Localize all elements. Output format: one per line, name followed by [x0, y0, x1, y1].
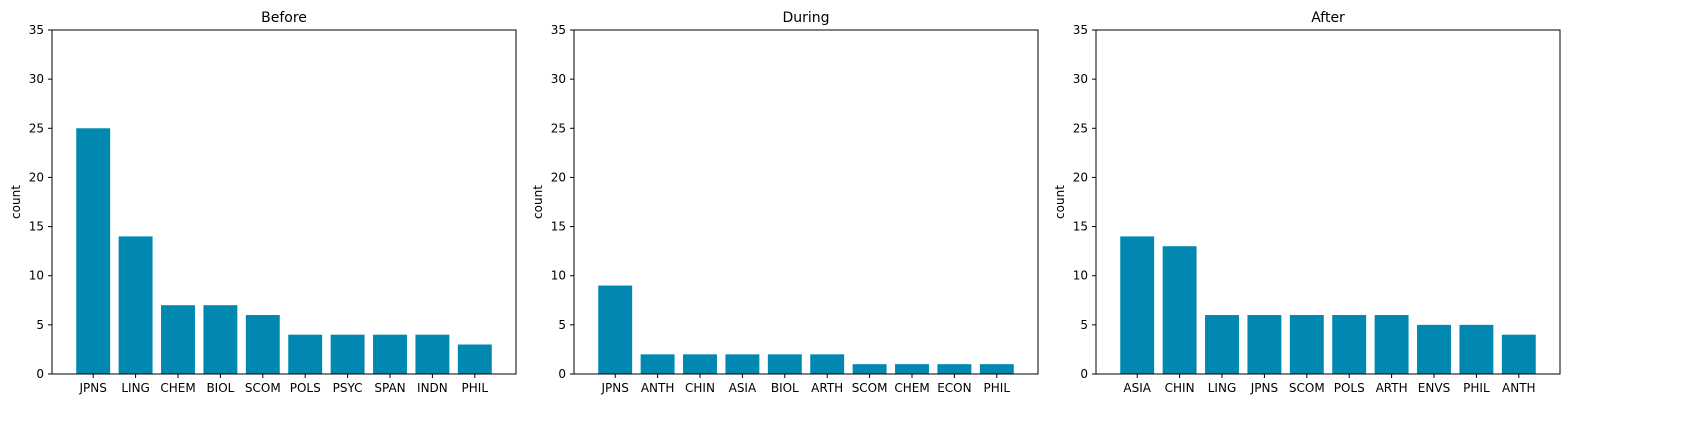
bar-ling: [1205, 315, 1239, 374]
x-tick-label: SCOM: [245, 381, 281, 395]
x-tick-label: ASIA: [1123, 381, 1151, 395]
x-tick-label: ENVS: [1418, 381, 1450, 395]
bar-arth: [1374, 315, 1409, 374]
x-tick-label: POLS: [290, 381, 321, 395]
bar-jpns: [76, 128, 111, 374]
y-tick-label: 10: [551, 269, 566, 283]
x-tick-label: PHIL: [984, 381, 1011, 395]
y-tick-label: 35: [551, 23, 566, 37]
x-tick-label: ARTH: [811, 381, 843, 395]
bar-scom: [852, 364, 887, 374]
bar-chem: [161, 305, 195, 374]
y-tick-label: 25: [551, 121, 566, 135]
bar-span: [373, 334, 407, 374]
bar-pols: [1332, 315, 1367, 374]
bar-phil: [979, 364, 1014, 374]
y-tick-label: 5: [36, 318, 44, 332]
x-tick-label: LING: [121, 381, 150, 395]
x-tick-label: BIOL: [771, 381, 799, 395]
chart-panel-after: ASIA CHIN LING JPNS SCOM POLS ARTH ENVS PHIL ANTH…: [1053, 10, 1561, 395]
bar-scom: [1289, 315, 1324, 374]
bar-chem: [895, 364, 929, 374]
bar-psyc: [330, 334, 365, 374]
x-tick-label: ASIA: [729, 381, 757, 395]
y-tick-label: 30: [1073, 72, 1088, 86]
y-tick-label: 15: [551, 220, 566, 234]
y-tick-label: 0: [36, 367, 44, 381]
x-tick-label: JPNS: [1250, 381, 1278, 395]
bar-phil: [1459, 324, 1494, 374]
y-tick-label: 30: [29, 72, 44, 86]
bar-biol: [767, 354, 802, 374]
x-tick-label: PSYC: [333, 381, 363, 395]
bar-anth: [1501, 334, 1536, 374]
panel-title: After: [1311, 10, 1345, 26]
x-tick-label: PHIL: [462, 381, 489, 395]
bar-chin: [1162, 246, 1197, 374]
x-tick-label: CHIN: [685, 381, 715, 395]
y-tick-label: 35: [29, 23, 44, 37]
x-tick-label: ECON: [937, 381, 971, 395]
y-tick-label: 5: [558, 318, 566, 332]
y-tick-label: 0: [1080, 367, 1088, 381]
x-tick-label: SCOM: [1289, 381, 1325, 395]
bar-biol: [203, 305, 238, 374]
y-tick-label: 20: [551, 170, 566, 184]
y-tick-label: 20: [1073, 170, 1088, 184]
y-tick-label: 10: [1073, 269, 1088, 283]
x-tick-label: INDN: [417, 381, 448, 395]
panel-title: Before: [261, 10, 307, 26]
x-tick-label: PHIL: [1463, 381, 1490, 395]
bar-envs: [1417, 324, 1451, 374]
x-tick-label: LING: [1208, 381, 1237, 395]
bar-anth: [640, 354, 675, 374]
x-tick-label: CHEM: [160, 381, 195, 395]
y-tick-label: 0: [558, 367, 566, 381]
x-tick-label: JPNS: [601, 381, 629, 395]
bar-pols: [288, 334, 323, 374]
x-tick-label: CHIN: [1165, 381, 1195, 395]
x-tick-label: BIOL: [206, 381, 234, 395]
y-axis-title: count: [531, 185, 545, 219]
bar-ling: [118, 236, 153, 374]
y-tick-label: 10: [29, 269, 44, 283]
bar-scom: [245, 315, 280, 374]
bar-asia: [725, 354, 760, 374]
y-tick-label: 15: [1073, 220, 1088, 234]
x-tick-label: JPNS: [79, 381, 107, 395]
y-axis-title: count: [9, 185, 23, 219]
bar-indn: [415, 334, 450, 374]
x-tick-label: SPAN: [374, 381, 405, 395]
x-tick-label: ANTH: [641, 381, 675, 395]
panel-title: During: [782, 10, 829, 26]
bar-jpns: [598, 285, 633, 374]
x-tick-label: CHEM: [894, 381, 929, 395]
plot-frame: [1095, 29, 1561, 375]
chart-panel-before: JPNS LING CHEM BIOL SCOM POLS PSYC SPAN INDN PHIL…: [9, 10, 517, 395]
y-tick-label: 5: [1080, 318, 1088, 332]
y-tick-label: 25: [1073, 121, 1088, 135]
x-tick-label: POLS: [1334, 381, 1365, 395]
chart-panel-during: JPNS ANTH CHIN ASIA BIOL ARTH SCOM CHEM ECON PHIL…: [531, 10, 1039, 395]
y-tick-label: 25: [29, 121, 44, 135]
y-axis-title: count: [1053, 185, 1067, 219]
bar-chin: [683, 354, 717, 374]
x-tick-label: SCOM: [852, 381, 888, 395]
y-tick-label: 20: [29, 170, 44, 184]
bar-econ: [937, 364, 972, 374]
y-tick-label: 30: [551, 72, 566, 86]
x-tick-label: ANTH: [1502, 381, 1536, 395]
y-tick-label: 15: [29, 220, 44, 234]
x-tick-label: ARTH: [1376, 381, 1408, 395]
bar-phil: [457, 344, 492, 374]
plot-frame: [573, 29, 1039, 375]
bar-arth: [810, 354, 845, 374]
bar-asia: [1120, 236, 1155, 374]
y-tick-label: 35: [1073, 23, 1088, 37]
plot-frame: [51, 29, 517, 375]
bar-jpns: [1247, 315, 1282, 374]
